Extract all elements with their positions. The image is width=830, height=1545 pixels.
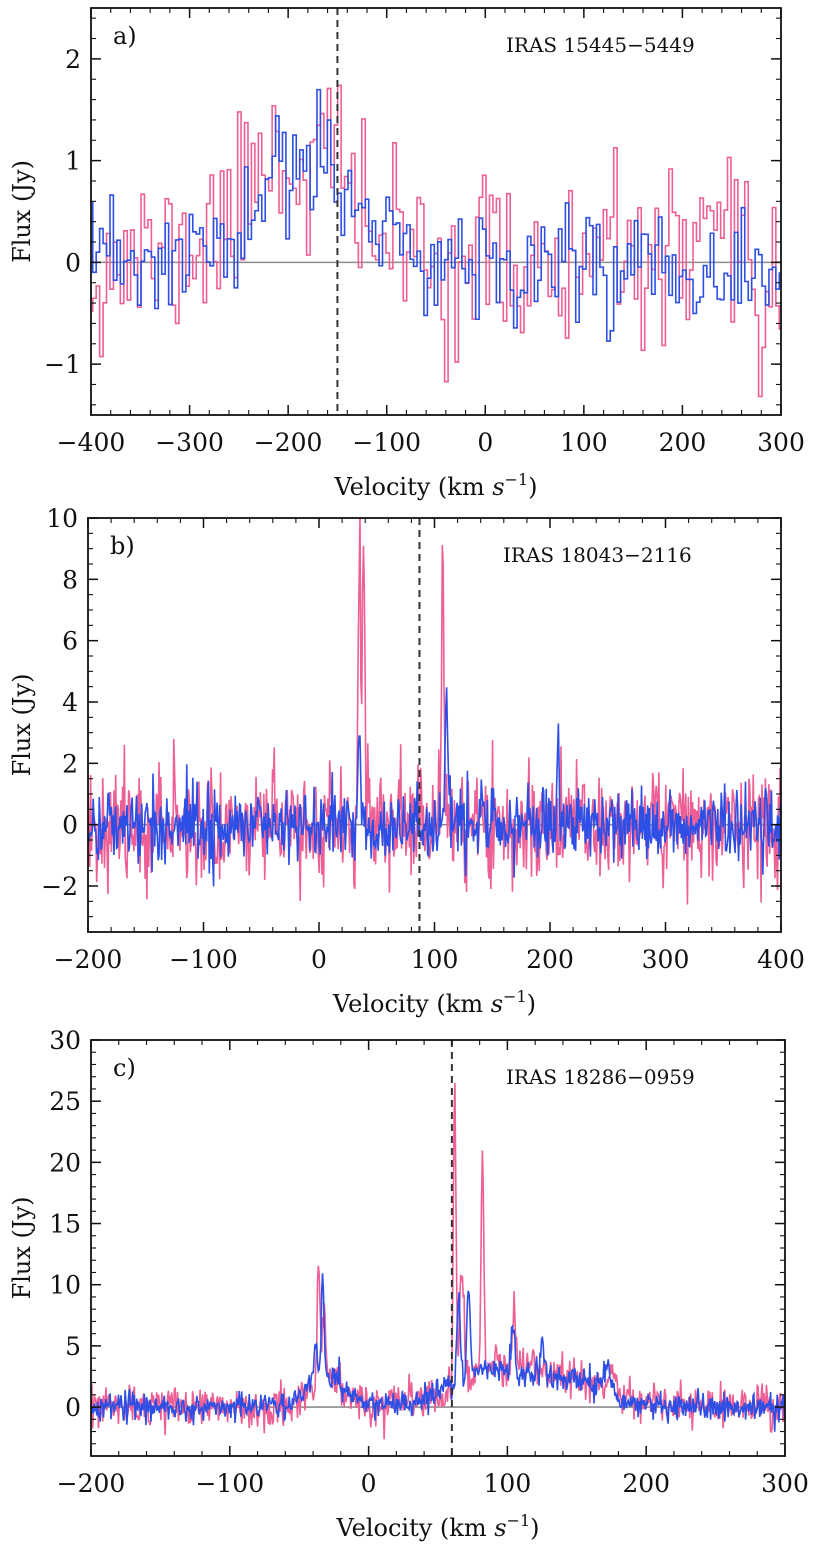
y-tick-label: 0: [65, 248, 81, 277]
panel-b: −200 −100 0 100 200 300 400 −2 0 2 4 6 8 10 Velocity (…: [8, 504, 805, 1018]
panel-label: c): [113, 1054, 136, 1082]
x-axis-label-close: ): [527, 990, 536, 1018]
x-tick-label: 100: [560, 428, 608, 457]
x-axis-label-main: Velocity (km: [332, 990, 491, 1018]
x-tick-label: 200: [526, 945, 574, 974]
panel-label: b): [110, 532, 135, 560]
axes-frame: [87, 517, 782, 933]
x-tick-label: −200: [54, 945, 123, 974]
panel-label: a): [113, 22, 137, 50]
x-tick-label: 200: [659, 428, 707, 457]
x-tick-label: 0: [311, 945, 327, 974]
axes-frame: [90, 7, 782, 416]
plot-area: [91, 1083, 785, 1440]
panel-a: −400 −300 −200 −100 0 100 200 300 −1 0 1 2 Velocity …: [8, 7, 805, 501]
x-tick-label: 100: [411, 945, 459, 974]
x-tick-label: 100: [484, 1469, 532, 1498]
x-axis-label-close: ): [528, 473, 537, 501]
x-tick-label: 400: [757, 945, 805, 974]
source-name-label: IRAS 15445−5449: [506, 33, 695, 57]
y-tick-label: 25: [49, 1087, 81, 1116]
y-tick-label: −1: [44, 350, 81, 379]
y-tick-label: 0: [62, 811, 78, 840]
x-axis-label-unit: s: [491, 990, 503, 1018]
y-tick-label: 20: [49, 1148, 81, 1177]
y-axis-label: Flux (Jy): [8, 674, 36, 777]
x-axis-label-unit: s: [494, 1514, 506, 1542]
x-tick-label: −100: [352, 428, 421, 457]
y-tick-label: 30: [49, 1026, 81, 1055]
x-tick-label: −200: [254, 428, 323, 457]
x-tick-label: 0: [477, 428, 493, 457]
y-tick-label: 1: [65, 147, 81, 176]
y-tick-label: 10: [46, 504, 78, 533]
x-tick-label: 300: [757, 428, 805, 457]
x-axis-label-exponent: −1: [505, 470, 529, 489]
x-tick-label: −200: [57, 1469, 126, 1498]
x-axis-label-exponent: −1: [503, 987, 527, 1006]
y-tick-label: 6: [62, 627, 78, 656]
x-axis-label: Velocity (km s−1): [336, 1511, 540, 1542]
x-axis-label-main: Velocity (km: [336, 1514, 495, 1542]
y-tick-label: 15: [49, 1210, 81, 1239]
x-tick-label: −100: [169, 945, 238, 974]
y-axis-label: Flux (Jy): [8, 160, 36, 263]
x-axis-label-main: Velocity (km: [334, 473, 493, 501]
y-tick-label: 8: [62, 565, 78, 594]
y-tick-label: 0: [65, 1393, 81, 1422]
x-axis-label: Velocity (km s−1): [332, 987, 536, 1018]
source-name-label: IRAS 18043−2116: [503, 543, 692, 567]
y-tick-label: 5: [65, 1332, 81, 1361]
y-tick-label: 2: [65, 45, 81, 74]
spectrum-line-pink: [91, 84, 781, 398]
spectrum-line-blue: [91, 1273, 785, 1432]
y-axis-label: Flux (Jy): [8, 1197, 36, 1300]
x-tick-label: −100: [195, 1469, 264, 1498]
x-axis-label: Velocity (km s−1): [334, 470, 538, 501]
x-tick-label: 300: [642, 945, 690, 974]
spectrum-line-pink: [88, 518, 781, 905]
y-tick-label: −2: [41, 872, 78, 901]
x-tick-label: 200: [622, 1469, 670, 1498]
y-tick-label: 10: [49, 1271, 81, 1300]
plot-area: [91, 84, 781, 398]
source-name-label: IRAS 18286−0959: [506, 1065, 695, 1089]
y-tick-label: 4: [62, 688, 78, 717]
x-tick-label: 0: [361, 1469, 377, 1498]
x-axis-label-close: ): [530, 1514, 539, 1542]
panel-c: −200 −100 0 100 200 300 0 5 10 15 20 25 30 Velocity (…: [8, 1026, 809, 1542]
plot-area: [88, 518, 781, 905]
y-tick-label: 2: [62, 749, 78, 778]
x-tick-label: −400: [57, 428, 126, 457]
spectrum-line-blue: [91, 88, 781, 342]
spectrum-line-blue: [88, 687, 781, 887]
x-tick-label: 300: [761, 1469, 809, 1498]
x-tick-label: −300: [155, 428, 224, 457]
x-axis-label-unit: s: [492, 473, 504, 501]
x-axis-label-exponent: −1: [507, 1511, 531, 1530]
